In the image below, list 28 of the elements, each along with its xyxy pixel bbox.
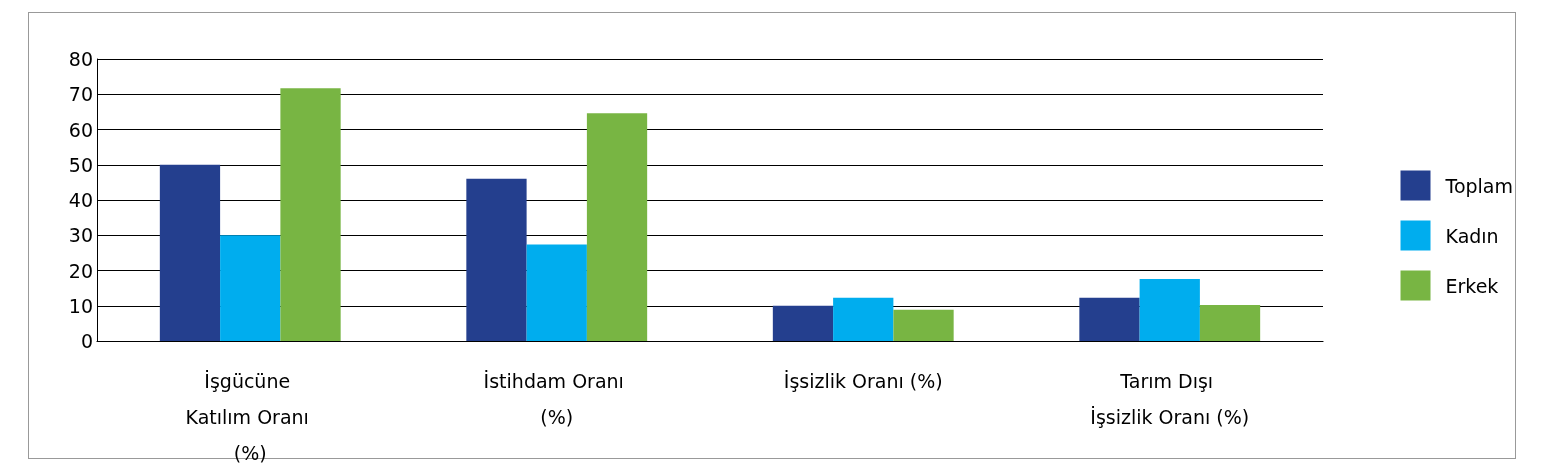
x-tick-label: İşgücüne Katılım Oranı (%) xyxy=(185,370,315,464)
y-tick-label: 10 xyxy=(68,294,93,317)
x-tick-label: Tarım Dışı İşsizlik Oranı (%) xyxy=(1090,370,1250,428)
bar xyxy=(893,309,954,341)
legend-label: Toplam xyxy=(1444,174,1514,197)
x-tick-label: İşsizlik Oranı (%) xyxy=(783,370,943,392)
x-tick-label: İstihdam Oranı (%) xyxy=(483,370,630,428)
bar xyxy=(466,178,527,341)
bar xyxy=(1139,278,1200,341)
y-tick-label: 70 xyxy=(68,83,93,106)
y-tick-label: 20 xyxy=(68,259,93,282)
y-tick-label: 40 xyxy=(68,189,93,211)
bar xyxy=(772,305,834,341)
legend-label: Kadın xyxy=(1445,224,1499,247)
bar xyxy=(586,113,648,341)
bar xyxy=(280,88,341,341)
bar xyxy=(1199,305,1261,341)
y-tick-label: 0 xyxy=(80,330,93,352)
bar xyxy=(526,244,587,341)
y-tick-label: 80 xyxy=(68,48,93,70)
bar xyxy=(220,235,281,341)
y-tick-label: 30 xyxy=(68,224,93,247)
bar xyxy=(159,164,221,341)
bar xyxy=(1079,297,1140,341)
y-tick-label: 50 xyxy=(68,153,93,176)
y-tick-label: 60 xyxy=(68,118,93,141)
legend-label: Erkek xyxy=(1445,274,1499,297)
bar xyxy=(833,297,894,341)
